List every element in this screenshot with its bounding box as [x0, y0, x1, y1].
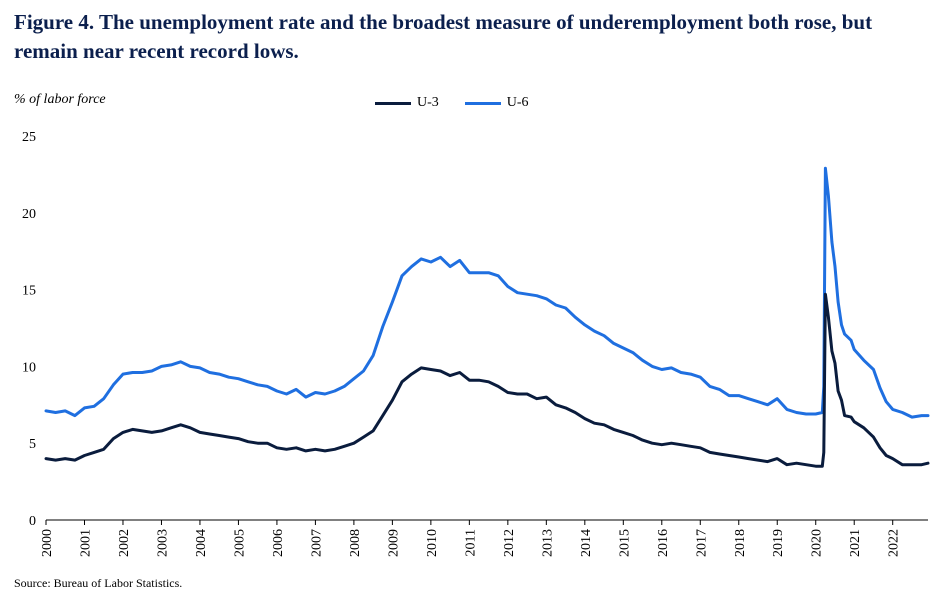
series-line-u3 — [44, 292, 930, 468]
y-tick-label: 0 — [29, 514, 36, 529]
y-tick-label: 25 — [22, 130, 36, 145]
x-tick-label: 2012 — [502, 529, 517, 557]
x-tick-label: 2016 — [656, 529, 671, 557]
x-tick-label: 2011 — [463, 529, 478, 556]
x-tick-label: 2003 — [155, 529, 170, 557]
x-tick-label: 2001 — [78, 529, 93, 557]
x-tick-label: 2007 — [309, 529, 324, 557]
y-tick-label: 20 — [22, 207, 36, 222]
x-tick-label: 2009 — [386, 529, 401, 557]
x-tick-label: 2017 — [694, 529, 709, 557]
legend-label-u6: U-6 — [506, 95, 529, 110]
x-tick-label: 2022 — [887, 529, 902, 557]
x-tick-label: 2018 — [733, 529, 748, 557]
x-tick-label: 2021 — [848, 529, 863, 557]
x-tick-label: 2010 — [425, 529, 440, 557]
x-tick-label: 2000 — [40, 529, 55, 557]
x-tick-label: 2004 — [194, 529, 209, 557]
y-tick-label: 5 — [29, 437, 36, 452]
series-line-u6 — [44, 166, 930, 419]
legend-swatch-u3 — [375, 101, 411, 105]
x-tick-label: 2005 — [232, 529, 247, 557]
legend: U-3 U-6 — [375, 95, 529, 111]
y-tick-label: 10 — [22, 360, 36, 375]
chart-title: Figure 4. The unemployment rate and the … — [14, 10, 873, 63]
legend-label-u3: U-3 — [417, 95, 439, 110]
x-tick-label: 2020 — [810, 529, 825, 557]
x-tick-label: 2008 — [348, 529, 363, 557]
x-tick-label: 2002 — [117, 529, 132, 557]
legend-item-u3: U-3 — [375, 95, 439, 111]
x-tick-label: 2019 — [771, 529, 786, 557]
legend-swatch-u6 — [464, 101, 501, 105]
x-tick-label: 2013 — [540, 529, 555, 557]
y-tick-label: 15 — [22, 284, 36, 299]
legend-item-u6: U-6 — [464, 95, 529, 111]
x-tick-label: 2006 — [271, 529, 286, 557]
x-tick-label: 2014 — [579, 529, 594, 557]
y-axis-units-label: % of labor force — [14, 92, 106, 107]
x-tick-label: 2015 — [617, 529, 632, 557]
source-note: Source: Bureau of Labor Statistics. — [14, 576, 183, 590]
